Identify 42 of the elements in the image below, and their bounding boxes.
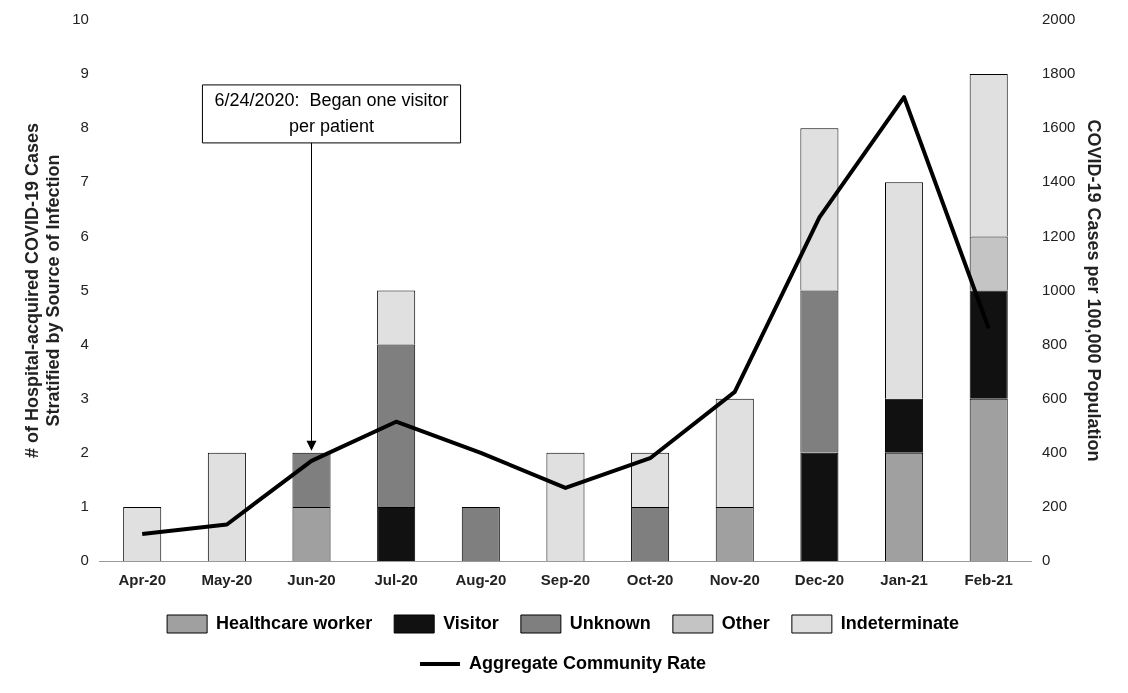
x-tick-label: Dec-20: [794, 571, 845, 589]
legend-label: Healthcare worker: [216, 612, 373, 633]
y2-axis-title: COVID-19 Cases per 100,000 Population: [1084, 119, 1105, 462]
y2-tick-label: 1000: [1042, 280, 1076, 298]
legend-label: Visitor: [443, 612, 499, 633]
y-tick-label: 5: [80, 280, 89, 298]
x-tick-label: Jan-21: [880, 571, 928, 589]
y2-tick-label: 1800: [1042, 64, 1076, 82]
y2-tick-label: 1400: [1042, 172, 1076, 190]
legend-label: Other: [721, 612, 770, 633]
y-tick-label: 10: [72, 10, 89, 28]
annotation: 6/24/2020: Began one visitor per patient: [214, 89, 449, 136]
x-tick-label: May-20: [201, 571, 253, 589]
y2-tick-label: 400: [1042, 442, 1068, 460]
y2-tick-label: 0: [1042, 551, 1051, 569]
y-tick-label: 9: [80, 64, 89, 82]
y-tick-label: 3: [80, 388, 89, 406]
y2-tick-label: 800: [1042, 334, 1068, 352]
x-tick-label: Nov-20: [709, 571, 760, 589]
x-tick-label: Oct-20: [626, 571, 674, 589]
x-tick-label: Apr-20: [118, 571, 166, 589]
x-tick-label: Jul-20: [374, 571, 418, 589]
x-tick-label: Sep-20: [540, 571, 591, 589]
y-tick-label: 4: [80, 334, 89, 352]
y-tick-label: 0: [80, 551, 89, 569]
y-tick-label: 7: [80, 172, 89, 190]
y2-tick-label: 600: [1042, 388, 1068, 406]
x-tick-label: Feb-21: [964, 571, 1013, 589]
y-tick-label: 8: [80, 118, 89, 136]
y-axis-title: # of Hospital-acquired COVID-19 Cases Stratified by Source of Infection: [21, 122, 64, 459]
y-tick-label: 2: [80, 442, 89, 460]
legend-label: Indeterminate: [840, 612, 959, 633]
legend-label: Aggregate Community Rate: [468, 652, 707, 673]
x-tick-label: Jun-20: [287, 571, 336, 589]
y2-tick-label: 1600: [1042, 118, 1076, 136]
y-tick-label: 6: [80, 226, 89, 244]
y2-tick-label: 2000: [1042, 10, 1076, 28]
y-tick-label: 1: [80, 497, 89, 515]
x-tick-label: Aug-20: [455, 571, 507, 589]
y2-tick-label: 200: [1042, 497, 1068, 515]
legend-label: Unknown: [569, 612, 651, 633]
y2-tick-label: 1200: [1042, 226, 1076, 244]
